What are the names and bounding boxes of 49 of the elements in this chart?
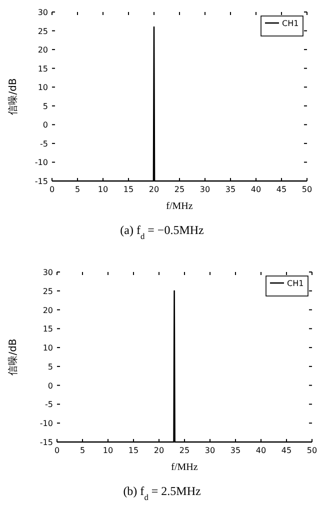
x-tick-label: 40 xyxy=(250,185,262,194)
x-tick-label: 50 xyxy=(302,185,312,194)
y-tick-label: 15 xyxy=(42,324,53,334)
y-tick-label: -15 xyxy=(34,177,48,186)
text: (a) f$_{d}$ = −0.5MHz xyxy=(120,223,204,240)
x-tick-label: 50 xyxy=(306,446,318,455)
x-tick-label: 20 xyxy=(148,185,160,194)
x-tick-label: 35 xyxy=(225,185,236,194)
x-tick-label: 5 xyxy=(80,446,86,455)
x-axis-title: f/MHz xyxy=(166,201,194,212)
y-tick-label: 5 xyxy=(42,102,48,111)
y-tick-label: 25 xyxy=(42,286,53,296)
x-tick-label: 40 xyxy=(256,446,266,455)
x-tick-label: 5 xyxy=(74,185,80,194)
y-tick-label: 25 xyxy=(38,26,48,36)
y-tick-label: 20 xyxy=(42,306,53,315)
y-tick-label: 10 xyxy=(38,83,48,92)
x-tick-label: 10 xyxy=(98,185,108,194)
y-tick-label: 30 xyxy=(38,8,48,17)
x-tick-label: 15 xyxy=(123,185,134,194)
x-tick-label: 10 xyxy=(102,446,114,455)
y-tick-label: 0 xyxy=(42,120,48,130)
y-tick-label: 0 xyxy=(48,381,53,390)
y-tick-label: -10 xyxy=(40,419,53,428)
x-tick-label: 25 xyxy=(179,446,190,455)
x-tick-label: 30 xyxy=(204,446,216,455)
y-axis-title: 信噪/dB xyxy=(7,338,19,376)
y-tick-label: 20 xyxy=(38,46,48,55)
y-tick-label: 30 xyxy=(42,268,53,277)
legend-label: CH1 xyxy=(287,279,304,288)
x-tick-label: 45 xyxy=(281,446,292,455)
y-tick-label: -5 xyxy=(40,139,48,148)
y-tick-label: 5 xyxy=(48,362,53,372)
x-tick-label: 45 xyxy=(276,185,287,194)
x-tick-label: 15 xyxy=(128,446,139,455)
y-tick-label: -15 xyxy=(40,438,53,447)
y-tick-label: 10 xyxy=(42,344,53,353)
y-axis-title: 信噪/dB xyxy=(7,78,19,115)
x-axis-title: f/MHz xyxy=(171,462,198,473)
legend-label: CH1 xyxy=(282,19,299,28)
y-tick-label: 15 xyxy=(38,64,48,74)
y-tick-label: -10 xyxy=(34,158,48,168)
x-tick-label: 20 xyxy=(154,446,164,455)
y-tick-label: -5 xyxy=(45,400,53,410)
text: (b) f$_{d}$ = 2.5MHz xyxy=(123,484,201,502)
x-tick-label: 35 xyxy=(230,446,241,455)
x-tick-label: 30 xyxy=(200,185,210,194)
x-tick-label: 25 xyxy=(174,185,185,194)
x-tick-label: 0 xyxy=(54,446,60,455)
